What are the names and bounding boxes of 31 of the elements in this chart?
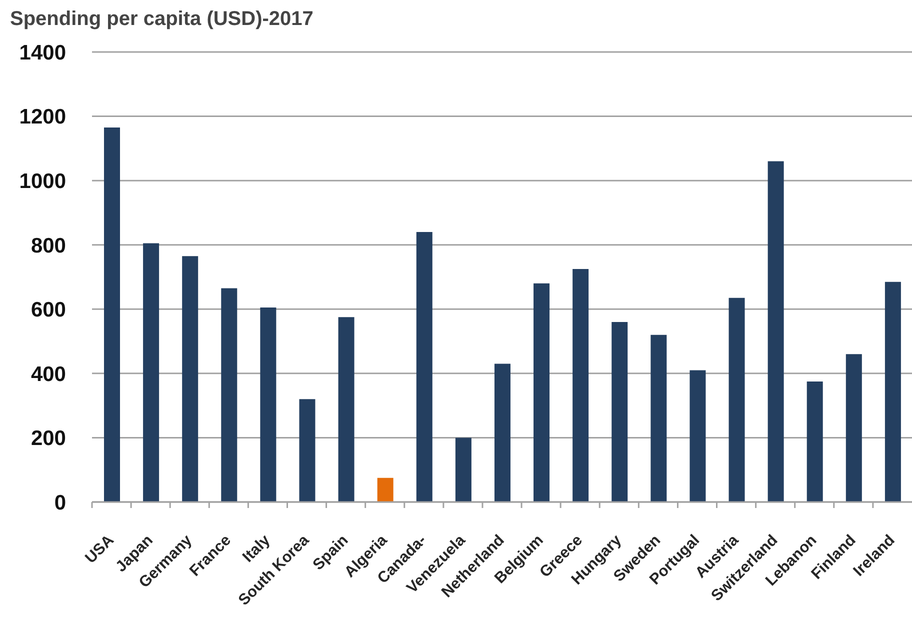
bar <box>338 317 354 502</box>
y-tick-label: 200 <box>30 427 66 450</box>
bar <box>846 354 862 502</box>
y-tick-label: 0 <box>54 491 66 514</box>
bar <box>806 381 823 502</box>
y-tick-label: 800 <box>30 234 66 258</box>
x-tick-label: USA <box>82 532 118 567</box>
bar <box>612 322 628 502</box>
bar <box>143 243 160 502</box>
y-tick-label: 1000 <box>19 170 66 194</box>
bar <box>416 232 432 502</box>
chart-title: Spending per capita (USD)-2017 <box>10 8 314 31</box>
y-tick-label: 1400 <box>19 41 66 64</box>
y-tick-label: 600 <box>30 298 66 322</box>
bar <box>572 268 589 502</box>
bar <box>650 334 667 502</box>
bar <box>534 283 550 502</box>
bar <box>104 128 120 502</box>
bar <box>182 256 198 502</box>
bar <box>728 298 745 502</box>
bar <box>690 370 706 502</box>
y-tick-label: 400 <box>30 362 66 386</box>
bar <box>768 161 784 502</box>
bar <box>299 399 316 502</box>
bar <box>221 288 238 502</box>
bar <box>884 282 901 502</box>
bar <box>260 308 276 502</box>
y-tick-label: 1200 <box>19 106 66 129</box>
bar <box>455 438 472 502</box>
bar <box>494 364 510 502</box>
bar <box>377 478 394 502</box>
